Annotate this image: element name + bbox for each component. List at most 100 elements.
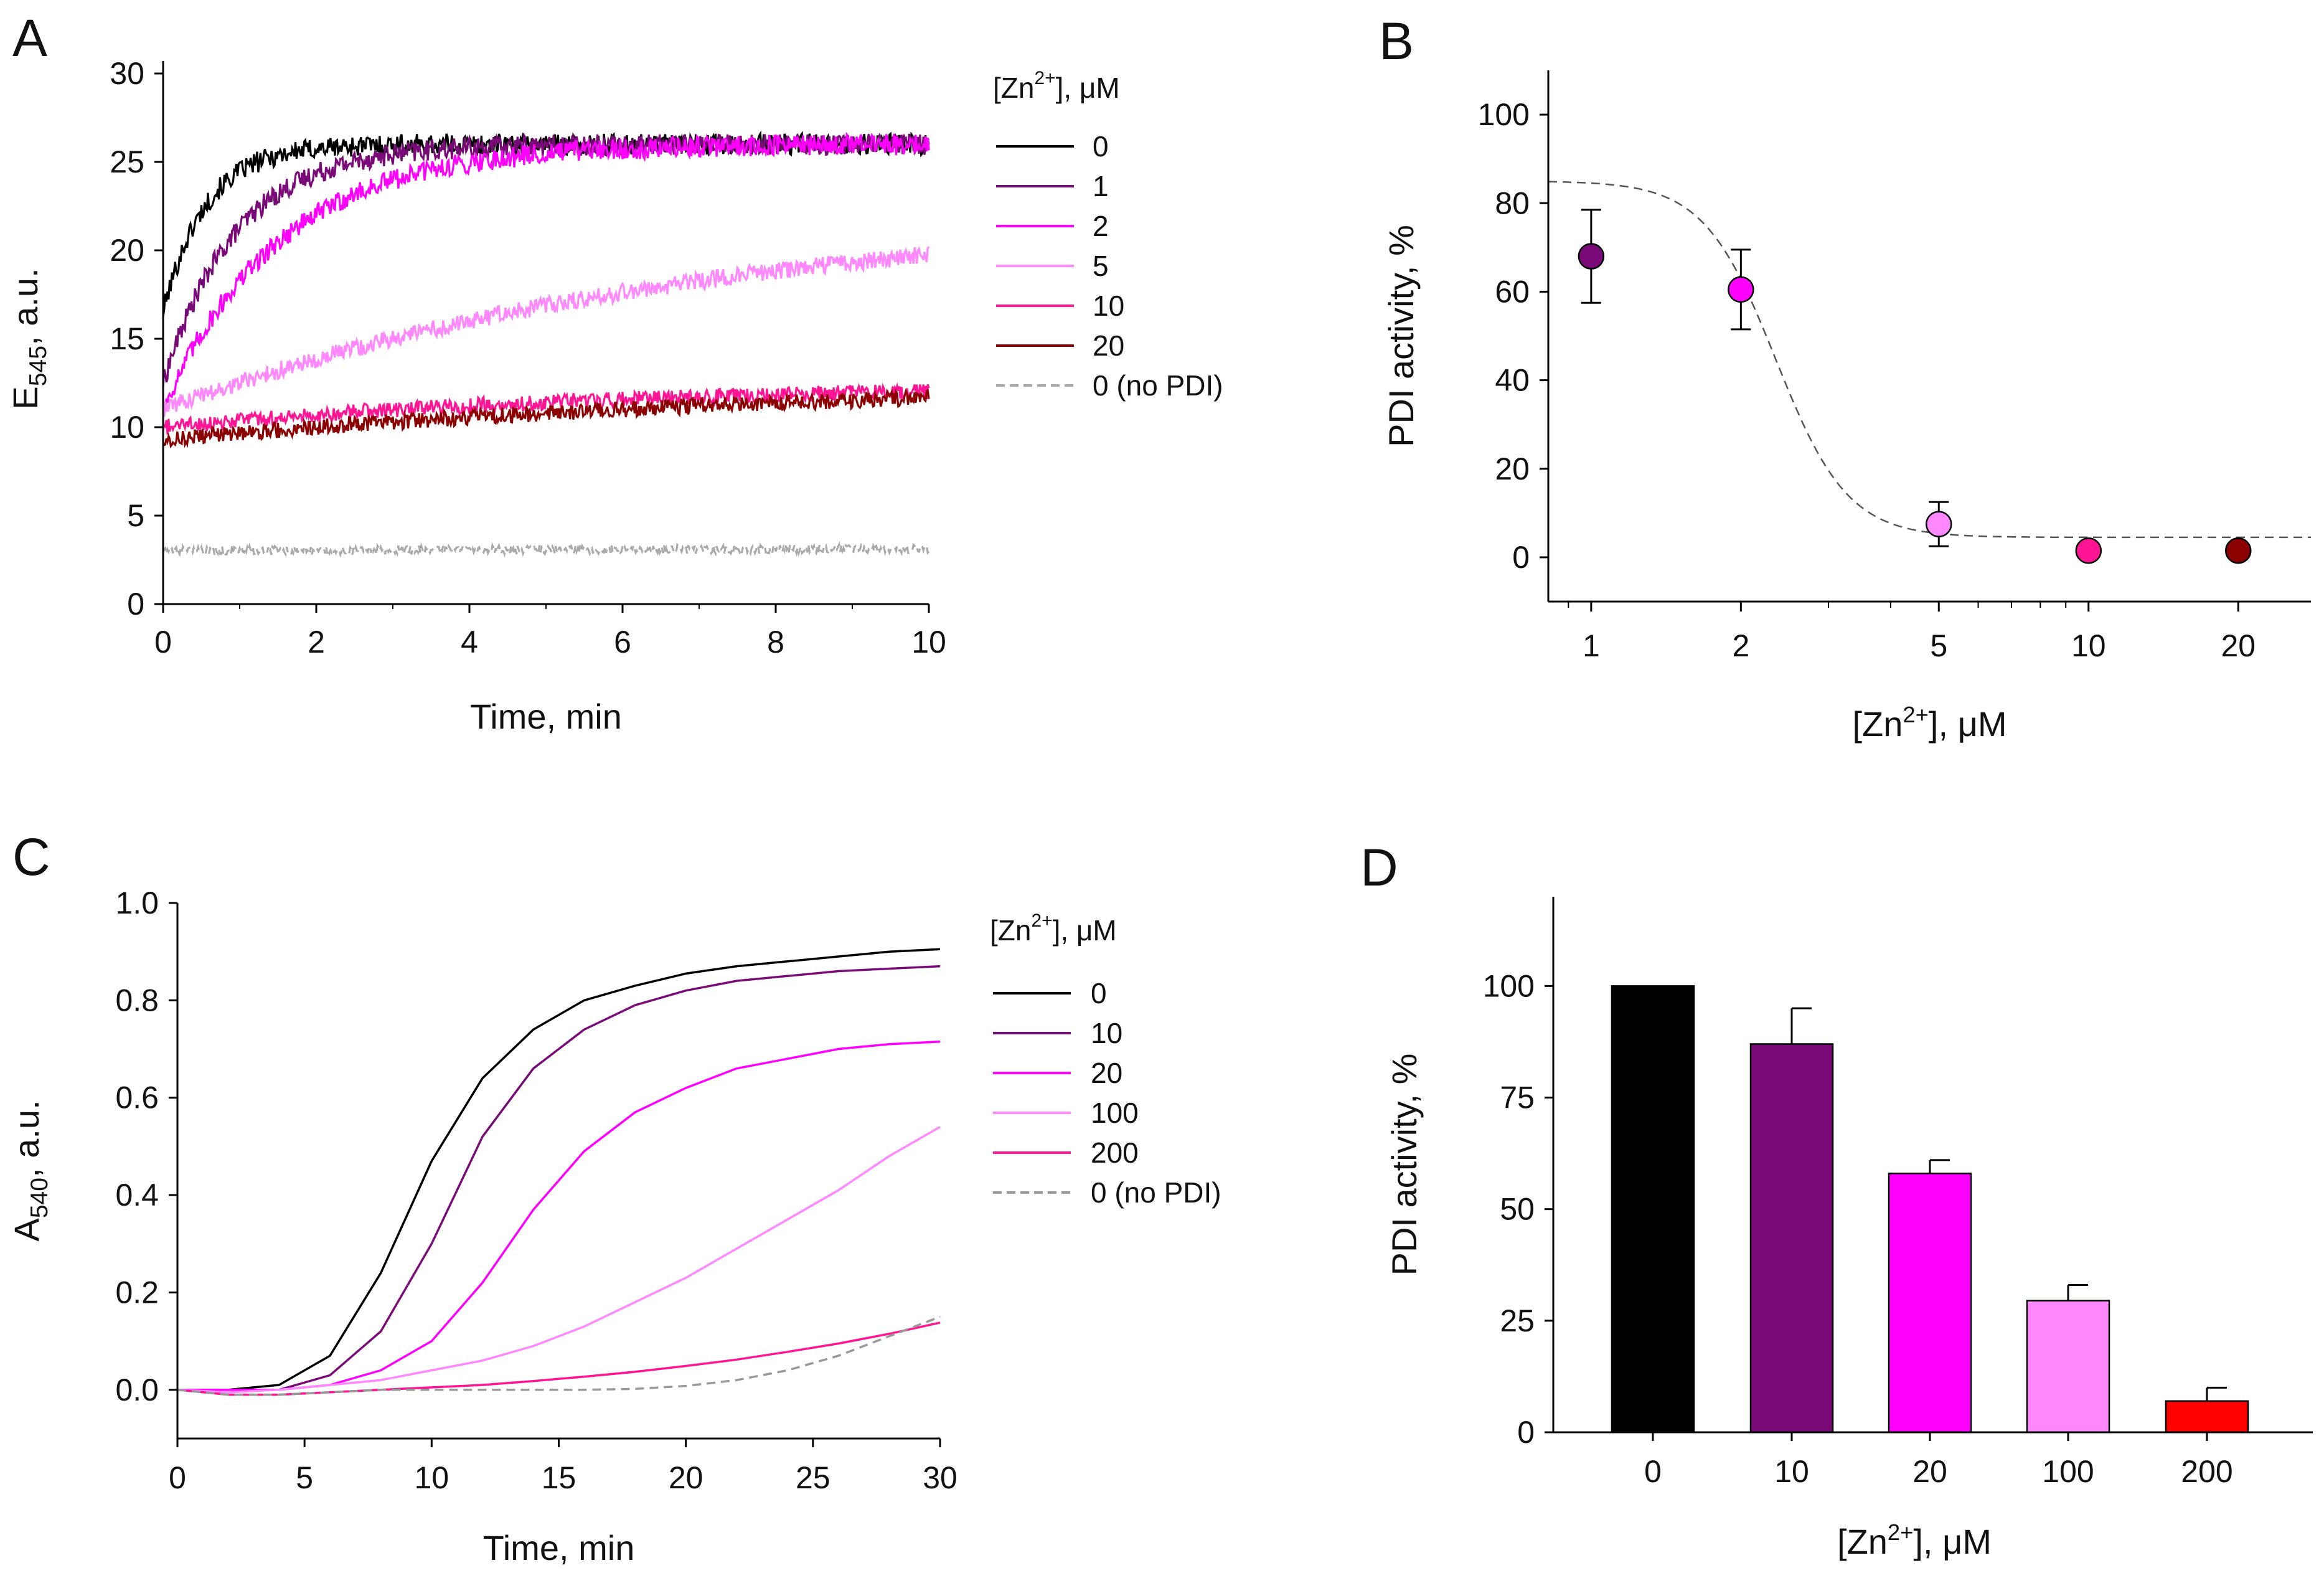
panel-c: C 0 5 10 15 20 25 30 0.0 0.2 0.4 0.6 0.8 1.0 Time, min…: [7, 828, 1221, 1567]
y-tick-label: 0: [1517, 1415, 1535, 1450]
panel-letter-c: C: [12, 828, 50, 886]
y-tick-label: 0.0: [115, 1372, 159, 1407]
legend-label: 2: [1093, 210, 1109, 242]
y-tick-label: 25: [1500, 1303, 1535, 1338]
ylabel-tail: , a.u.: [6, 268, 45, 346]
y-axis-title: PDI activity, %: [1381, 225, 1421, 447]
y-axis-title: PDI activity, %: [1385, 1054, 1424, 1276]
y-tick-label: 0: [1512, 540, 1530, 575]
panel-letter-b: B: [1379, 12, 1414, 70]
y-axis-title-text: A540, a.u.: [7, 1100, 53, 1241]
y-tick-label: 75: [1500, 1080, 1535, 1115]
x-tick-label: 20: [2221, 628, 2256, 663]
legend-title: [Zn2+], μM: [990, 910, 1117, 947]
x-axis-title-rendered: [Zn2+], μM: [1837, 1519, 1992, 1561]
y-tick-label: 25: [110, 144, 144, 179]
ylabel-main: A: [7, 1218, 46, 1242]
data-point: [2225, 537, 2252, 564]
y-tick-label: 0.6: [115, 1080, 159, 1115]
legend-label: 0 (no PDI): [1091, 1176, 1221, 1209]
x-tick-label: 30: [923, 1460, 957, 1495]
zn-label-suffix: ], μM: [1913, 1522, 1992, 1561]
y-tick-label: 0.2: [115, 1275, 159, 1310]
fit-curve: [1548, 181, 2311, 539]
bar: [1888, 1173, 1972, 1434]
legend-label: 20: [1091, 1057, 1122, 1089]
series-line-zn-200: [177, 1321, 941, 1396]
bar: [1749, 1043, 1834, 1434]
series-line-zn-0-no-PDI-: [177, 1315, 941, 1396]
x-tick-label: 10: [1774, 1454, 1809, 1489]
y-tick-label: 20: [1495, 451, 1530, 486]
series-line-zn-5: [162, 246, 930, 417]
x-axis-title-rendered: [Zn2+], μM: [1852, 702, 2006, 744]
x-tick-label: 25: [796, 1460, 830, 1495]
x-tick-label: 4: [461, 625, 478, 659]
series-line-zn-0: [177, 948, 941, 1391]
series-line-zn-0-no-PDI-: [162, 541, 930, 559]
y-axis-title-text: PDI activity, %: [1385, 1054, 1424, 1276]
y-tick-label: 100: [1478, 97, 1530, 132]
zn-label-prefix: [Zn: [1837, 1522, 1888, 1561]
x-tick-label: 2: [308, 625, 325, 659]
y-axis-title: A540, a.u.: [7, 1100, 53, 1241]
zn-label-superscript: 2+: [1031, 910, 1052, 931]
legend-label: 20: [1093, 329, 1124, 362]
x-tick-label: 20: [1912, 1454, 1947, 1489]
y-tick-label: 80: [1495, 186, 1530, 220]
y-tick-label: 0.4: [115, 1178, 159, 1212]
zn-label-prefix: [Zn: [993, 72, 1034, 104]
x-tick-label: 8: [767, 625, 784, 659]
x-tick-label: 0: [1644, 1454, 1662, 1489]
y-tick-label: 20: [110, 233, 144, 268]
y-axis-title-text: PDI activity, %: [1381, 225, 1421, 447]
x-tick-label: 0: [169, 1460, 186, 1495]
legend-label: 1: [1093, 170, 1109, 202]
x-tick-label: 1: [1583, 628, 1600, 663]
legend-label: 5: [1093, 250, 1109, 282]
legend: [Zn2+], μM 0 1 2 5 10 20 0 (no PDI): [993, 68, 1223, 402]
legend-label: 0 (no PDI): [1093, 369, 1223, 402]
legend-label: 100: [1091, 1097, 1139, 1129]
x-tick-label: 20: [669, 1460, 703, 1495]
series-line-zn-100: [177, 1126, 941, 1394]
zn-label-suffix: ], μM: [1929, 704, 2007, 744]
panel-letter-a: A: [12, 9, 47, 67]
y-tick-label: 0.8: [115, 983, 159, 1018]
series-line-zn-0: [162, 130, 930, 318]
series-line-zn-10: [177, 965, 941, 1391]
legend-label: 10: [1091, 1017, 1122, 1049]
zn-label-suffix: ], μM: [1056, 72, 1120, 104]
ylabel-tail: , a.u.: [7, 1100, 46, 1178]
y-tick-label: 1.0: [115, 886, 159, 920]
ylabel-subscript: 540: [26, 1178, 53, 1218]
x-tick-label: 0: [154, 625, 172, 659]
legend-label: 0: [1091, 977, 1107, 1009]
y-tick-label: 40: [1495, 363, 1530, 398]
panel-letter-d: D: [1360, 838, 1398, 897]
y-tick-label: 100: [1483, 968, 1535, 1003]
legend-label: 0: [1093, 130, 1109, 163]
legend-label: 200: [1091, 1136, 1139, 1169]
ylabel-main: E: [6, 386, 45, 409]
bar: [2165, 1400, 2249, 1434]
y-tick-label: 10: [110, 410, 144, 445]
zn-label-prefix: [Zn: [990, 914, 1031, 947]
panel-d: D 0 10 20 100 200 0 25 50 75 100 [Zn2+], μM PDI acti…: [1360, 838, 2313, 1561]
zn-label-prefix: [Zn: [1852, 704, 1903, 744]
y-tick-label: 5: [127, 498, 144, 533]
x-tick-label: 10: [415, 1460, 449, 1495]
series-line-zn-10: [162, 382, 930, 435]
y-axis-title-text: E545, a.u.: [6, 268, 52, 409]
zn-label-superscript: 2+: [1034, 68, 1055, 88]
legend-label: 10: [1093, 290, 1124, 322]
y-tick-label: 60: [1495, 274, 1530, 309]
x-tick-label: 2: [1732, 628, 1749, 663]
x-tick-label: 100: [2042, 1454, 2094, 1489]
y-tick-label: 15: [110, 321, 144, 356]
x-tick-label: 5: [296, 1460, 313, 1495]
y-tick-label: 30: [110, 56, 144, 91]
panel-b: B 1 2 5 10 20 0 20 40 60 80 100 [Zn2+], μM PDI activi…: [1379, 12, 2311, 744]
x-tick-label: 10: [911, 625, 946, 659]
